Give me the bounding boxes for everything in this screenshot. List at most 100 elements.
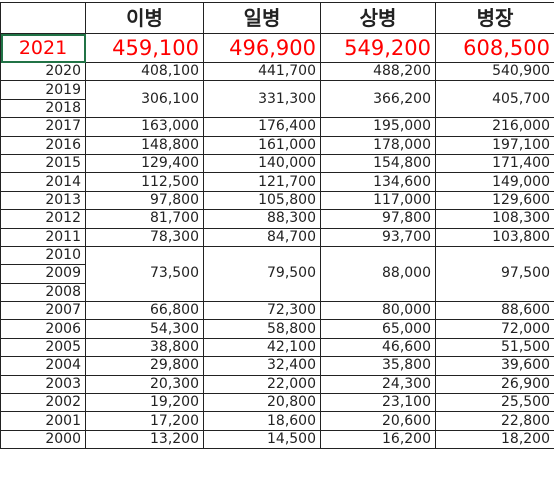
value-cell: 103,800 xyxy=(436,228,554,246)
value-cell: 20,600 xyxy=(321,412,436,430)
value-cell: 148,800 xyxy=(86,136,204,154)
value-cell: 441,700 xyxy=(204,63,321,81)
value-cell: 25,500 xyxy=(436,394,554,412)
year-cell: 2018 xyxy=(1,99,86,117)
value-cell: 549,200 xyxy=(321,34,436,63)
value-cell: 22,800 xyxy=(436,412,554,430)
value-cell: 19,200 xyxy=(86,394,204,412)
year-cell: 2000 xyxy=(1,430,86,448)
value-cell: 65,000 xyxy=(321,320,436,338)
value-cell: 54,300 xyxy=(86,320,204,338)
value-cell: 608,500 xyxy=(436,34,554,63)
year-cell: 2012 xyxy=(1,210,86,228)
year-cell: 2016 xyxy=(1,136,86,154)
value-cell: 154,800 xyxy=(321,154,436,172)
value-cell: 58,800 xyxy=(204,320,321,338)
column-header: 병장 xyxy=(436,3,554,34)
value-cell: 23,100 xyxy=(321,394,436,412)
value-cell: 88,600 xyxy=(436,302,554,320)
value-cell: 171,400 xyxy=(436,154,554,172)
value-cell: 35,800 xyxy=(321,357,436,375)
year-cell: 2009 xyxy=(1,265,86,283)
value-cell: 24,300 xyxy=(321,375,436,393)
value-cell: 134,600 xyxy=(321,173,436,191)
value-cell: 97,500 xyxy=(436,246,554,301)
value-cell: 66,800 xyxy=(86,302,204,320)
value-cell: 20,300 xyxy=(86,375,204,393)
year-cell: 2001 xyxy=(1,412,86,430)
year-cell: 2005 xyxy=(1,338,86,356)
value-cell: 80,000 xyxy=(321,302,436,320)
value-cell: 108,300 xyxy=(436,210,554,228)
year-cell: 2021 xyxy=(1,34,86,63)
value-cell: 29,800 xyxy=(86,357,204,375)
value-cell: 306,100 xyxy=(86,81,204,118)
value-cell: 16,200 xyxy=(321,430,436,448)
value-cell: 38,800 xyxy=(86,338,204,356)
value-cell: 13,200 xyxy=(86,430,204,448)
value-cell: 79,500 xyxy=(204,246,321,301)
year-cell: 2007 xyxy=(1,302,86,320)
value-cell: 88,000 xyxy=(321,246,436,301)
value-cell: 216,000 xyxy=(436,118,554,136)
value-cell: 161,000 xyxy=(204,136,321,154)
value-cell: 26,900 xyxy=(436,375,554,393)
value-cell: 178,000 xyxy=(321,136,436,154)
value-cell: 488,200 xyxy=(321,63,436,81)
value-cell: 20,800 xyxy=(204,394,321,412)
value-cell: 195,000 xyxy=(321,118,436,136)
value-cell: 331,300 xyxy=(204,81,321,118)
value-cell: 121,700 xyxy=(204,173,321,191)
value-cell: 366,200 xyxy=(321,81,436,118)
value-cell: 149,000 xyxy=(436,173,554,191)
year-cell: 2006 xyxy=(1,320,86,338)
value-cell: 72,000 xyxy=(436,320,554,338)
value-cell: 39,600 xyxy=(436,357,554,375)
year-cell: 2002 xyxy=(1,394,86,412)
value-cell: 105,800 xyxy=(204,191,321,209)
value-cell: 408,100 xyxy=(86,63,204,81)
value-cell: 73,500 xyxy=(86,246,204,301)
value-cell: 140,000 xyxy=(204,154,321,172)
year-cell: 2011 xyxy=(1,228,86,246)
value-cell: 97,800 xyxy=(321,210,436,228)
value-cell: 14,500 xyxy=(204,430,321,448)
year-cell: 2015 xyxy=(1,154,86,172)
year-cell: 2014 xyxy=(1,173,86,191)
value-cell: 18,600 xyxy=(204,412,321,430)
value-cell: 129,400 xyxy=(86,154,204,172)
value-cell: 117,000 xyxy=(321,191,436,209)
year-cell: 2017 xyxy=(1,118,86,136)
value-cell: 22,000 xyxy=(204,375,321,393)
value-cell: 540,900 xyxy=(436,63,554,81)
year-cell: 2020 xyxy=(1,63,86,81)
value-cell: 496,900 xyxy=(204,34,321,63)
value-cell: 88,300 xyxy=(204,210,321,228)
value-cell: 32,400 xyxy=(204,357,321,375)
year-cell: 2003 xyxy=(1,375,86,393)
value-cell: 93,700 xyxy=(321,228,436,246)
value-cell: 72,300 xyxy=(204,302,321,320)
year-cell: 2004 xyxy=(1,357,86,375)
value-cell: 176,400 xyxy=(204,118,321,136)
value-cell: 42,100 xyxy=(204,338,321,356)
